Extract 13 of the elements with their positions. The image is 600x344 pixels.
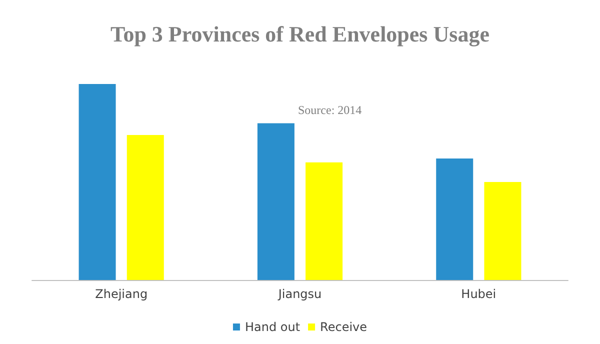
bar <box>78 84 116 280</box>
chart-title: Top 3 Provinces of Red Envelopes Usage <box>110 22 490 46</box>
x-tick-label: Hubei <box>461 287 496 301</box>
bar <box>306 162 343 280</box>
annotation: Source: 2014 <box>298 103 362 117</box>
bar <box>436 158 474 280</box>
bar <box>484 182 522 280</box>
bar <box>126 134 164 280</box>
x-tick-label: Jiangsu <box>277 287 322 301</box>
x-tick-label: Zhejiang <box>95 287 148 301</box>
bar <box>257 123 294 280</box>
legend-label: Hand out <box>244 320 300 334</box>
legend-label: Receive <box>320 320 368 334</box>
